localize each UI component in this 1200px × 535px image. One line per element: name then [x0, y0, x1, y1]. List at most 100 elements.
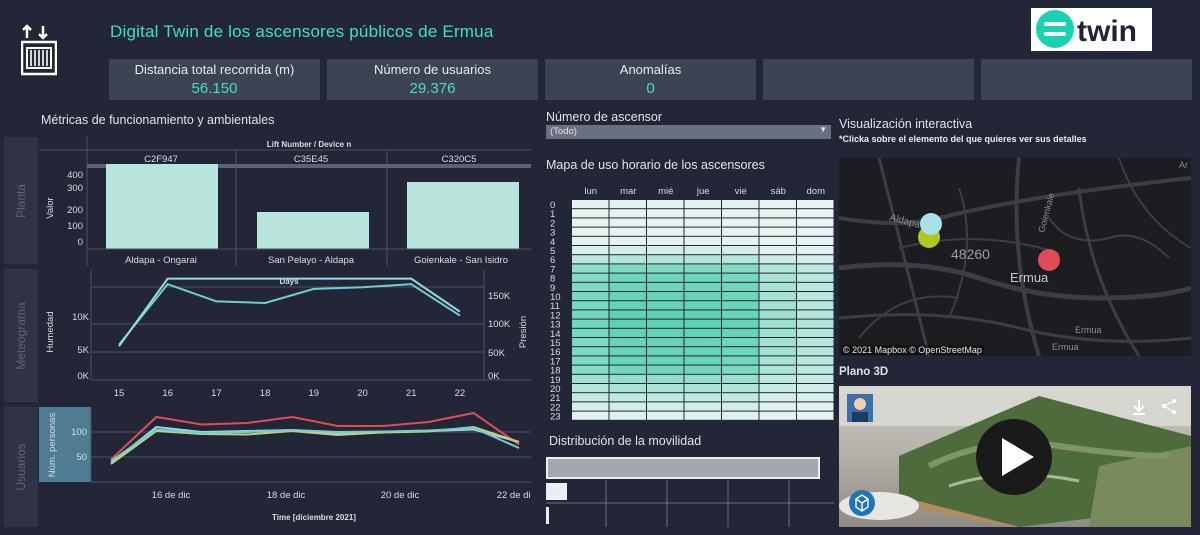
heatmap-cell: [722, 310, 759, 319]
map-title: Visualización interactiva: [839, 117, 973, 131]
bar-category-1: San Pelayo - Aldapa: [268, 255, 355, 266]
chevron-down-icon[interactable]: ▼: [819, 125, 827, 134]
play-icon: [1002, 438, 1034, 476]
heatmap-cell: [722, 246, 759, 255]
heatmap-cell: [797, 411, 834, 420]
map-attribution[interactable]: © 2021 Mapbox © OpenStreetMap: [841, 345, 984, 355]
map-label-ermua-3: Ermua: [1052, 342, 1079, 352]
meteo-ylabel-left: Humedad: [45, 311, 56, 352]
heatmap-cell: [572, 338, 609, 347]
heatmap-hour-3: 3: [550, 228, 555, 239]
heatmap-cell: [722, 200, 759, 209]
heatmap-cell: [684, 338, 721, 347]
heatmap-cell: [572, 411, 609, 420]
heatmap-cell: [759, 292, 796, 301]
heatmap-day-vie: vie: [735, 186, 747, 197]
heatmap-cell: [572, 218, 609, 227]
heatmap-cell: [722, 209, 759, 218]
kpi-distance: Distancia total recorrida (m) 56.150: [109, 59, 320, 100]
kpi-empty-2: [981, 59, 1192, 100]
kpi-anomalies-value: 0: [646, 80, 655, 97]
side-label-meteograma: Meteograma: [4, 269, 38, 402]
users-xtick-20: 20 de dic: [381, 490, 420, 501]
meteo-ytick-0k: 0K: [77, 371, 89, 382]
heatmap-cell: [722, 264, 759, 273]
heatmap-hour-14: 14: [550, 329, 561, 340]
heatmap-cell: [609, 255, 646, 264]
heatmap-cell: [647, 338, 684, 347]
heatmap-cell: [759, 347, 796, 356]
twin-logo: twin: [1031, 8, 1152, 51]
heatmap-cell: [797, 227, 834, 236]
heatmap-cell: [609, 227, 646, 236]
heatmap-cell: [684, 255, 721, 264]
heatmap-cell: [647, 402, 684, 411]
plano3d-viewer[interactable]: [839, 386, 1191, 527]
heatmap-cell: [684, 292, 721, 301]
heatmap-cell: [572, 402, 609, 411]
bar-ytick-300: 300: [67, 183, 83, 194]
meteo-xtick-20: 20: [357, 388, 368, 399]
mobility-title: Distribución de la movilidad: [549, 434, 702, 448]
heatmap-cell: [647, 218, 684, 227]
heatmap-cell: [572, 236, 609, 245]
heatmap-hour-22: 22: [550, 402, 561, 413]
heatmap-cell: [572, 319, 609, 328]
heatmap-cell: [722, 374, 759, 383]
heatmap-cell: [647, 356, 684, 365]
heatmap-cell: [722, 384, 759, 393]
heatmap-cell: [609, 218, 646, 227]
heatmap-cell: [609, 236, 646, 245]
map-label-ermua-2: Ermua: [1075, 325, 1102, 335]
heatmap-day-dom: dom: [807, 186, 826, 197]
interactive-map[interactable]: Aldapa 48260 Ermua Goienkale Ermua Ermua…: [839, 158, 1191, 356]
heatmap-cell: [684, 200, 721, 209]
heatmap-cell: [797, 328, 834, 337]
heatmap-cell: [759, 338, 796, 347]
page-title: Digital Twin de los ascensores públicos …: [110, 22, 494, 41]
bar-ytick-0: 0: [78, 237, 83, 248]
heatmap-cell: [797, 200, 834, 209]
heatmap-cell: [722, 393, 759, 402]
lift-filter-dropdown[interactable]: (Todo) ▼: [546, 125, 831, 139]
heatmap-cell: [609, 365, 646, 374]
heatmap-cell: [759, 236, 796, 245]
heatmap-cell: [647, 347, 684, 356]
heatmap-cell: [759, 384, 796, 393]
map-label-aldapa: Aldapa: [888, 212, 921, 231]
heatmap-hour-15: 15: [550, 338, 561, 349]
users-series-3: [110, 426, 520, 462]
users-ytick-100: 100: [71, 427, 87, 438]
heatmap-cell: [647, 393, 684, 402]
heatmap-cell: [722, 227, 759, 236]
heatmap-day-mié: mié: [658, 186, 673, 197]
heatmap-cell: [609, 374, 646, 383]
heatmap-cell: [722, 218, 759, 227]
meteo-ytick-r-150k: 150K: [488, 291, 511, 302]
heatmap-cell: [759, 282, 796, 291]
bar-ytick-400: 400: [67, 170, 83, 181]
heatmap-day-lun: lun: [584, 186, 597, 197]
heatmap-cell: [572, 384, 609, 393]
mobility-bar-3: [546, 507, 549, 524]
meteo-series-pressure: [118, 277, 461, 347]
heatmap-cell: [759, 328, 796, 337]
heatmap-cell: [684, 273, 721, 282]
heatmap-cell: [609, 310, 646, 319]
map-label-ermua: Ermua: [1010, 270, 1049, 285]
heatmap-cell: [647, 411, 684, 420]
heatmap-cell: [609, 402, 646, 411]
heatmap-cell: [797, 236, 834, 245]
meteo-xtick-16: 16: [162, 388, 173, 399]
heatmap-cell: [684, 209, 721, 218]
heatmap-cell: [722, 255, 759, 264]
bar-ytick-100: 100: [67, 221, 83, 232]
heatmap-cell: [609, 246, 646, 255]
bar-category-0: Aldapa - Ongarai: [125, 255, 197, 266]
heatmap-cell: [572, 347, 609, 356]
bar-chart-title: Lift Number / Device n: [267, 140, 352, 149]
heatmap-cell: [797, 338, 834, 347]
heatmap-cell: [722, 347, 759, 356]
kpi-anomalies-label: Anomalías: [619, 62, 682, 77]
heatmap-cell: [722, 319, 759, 328]
